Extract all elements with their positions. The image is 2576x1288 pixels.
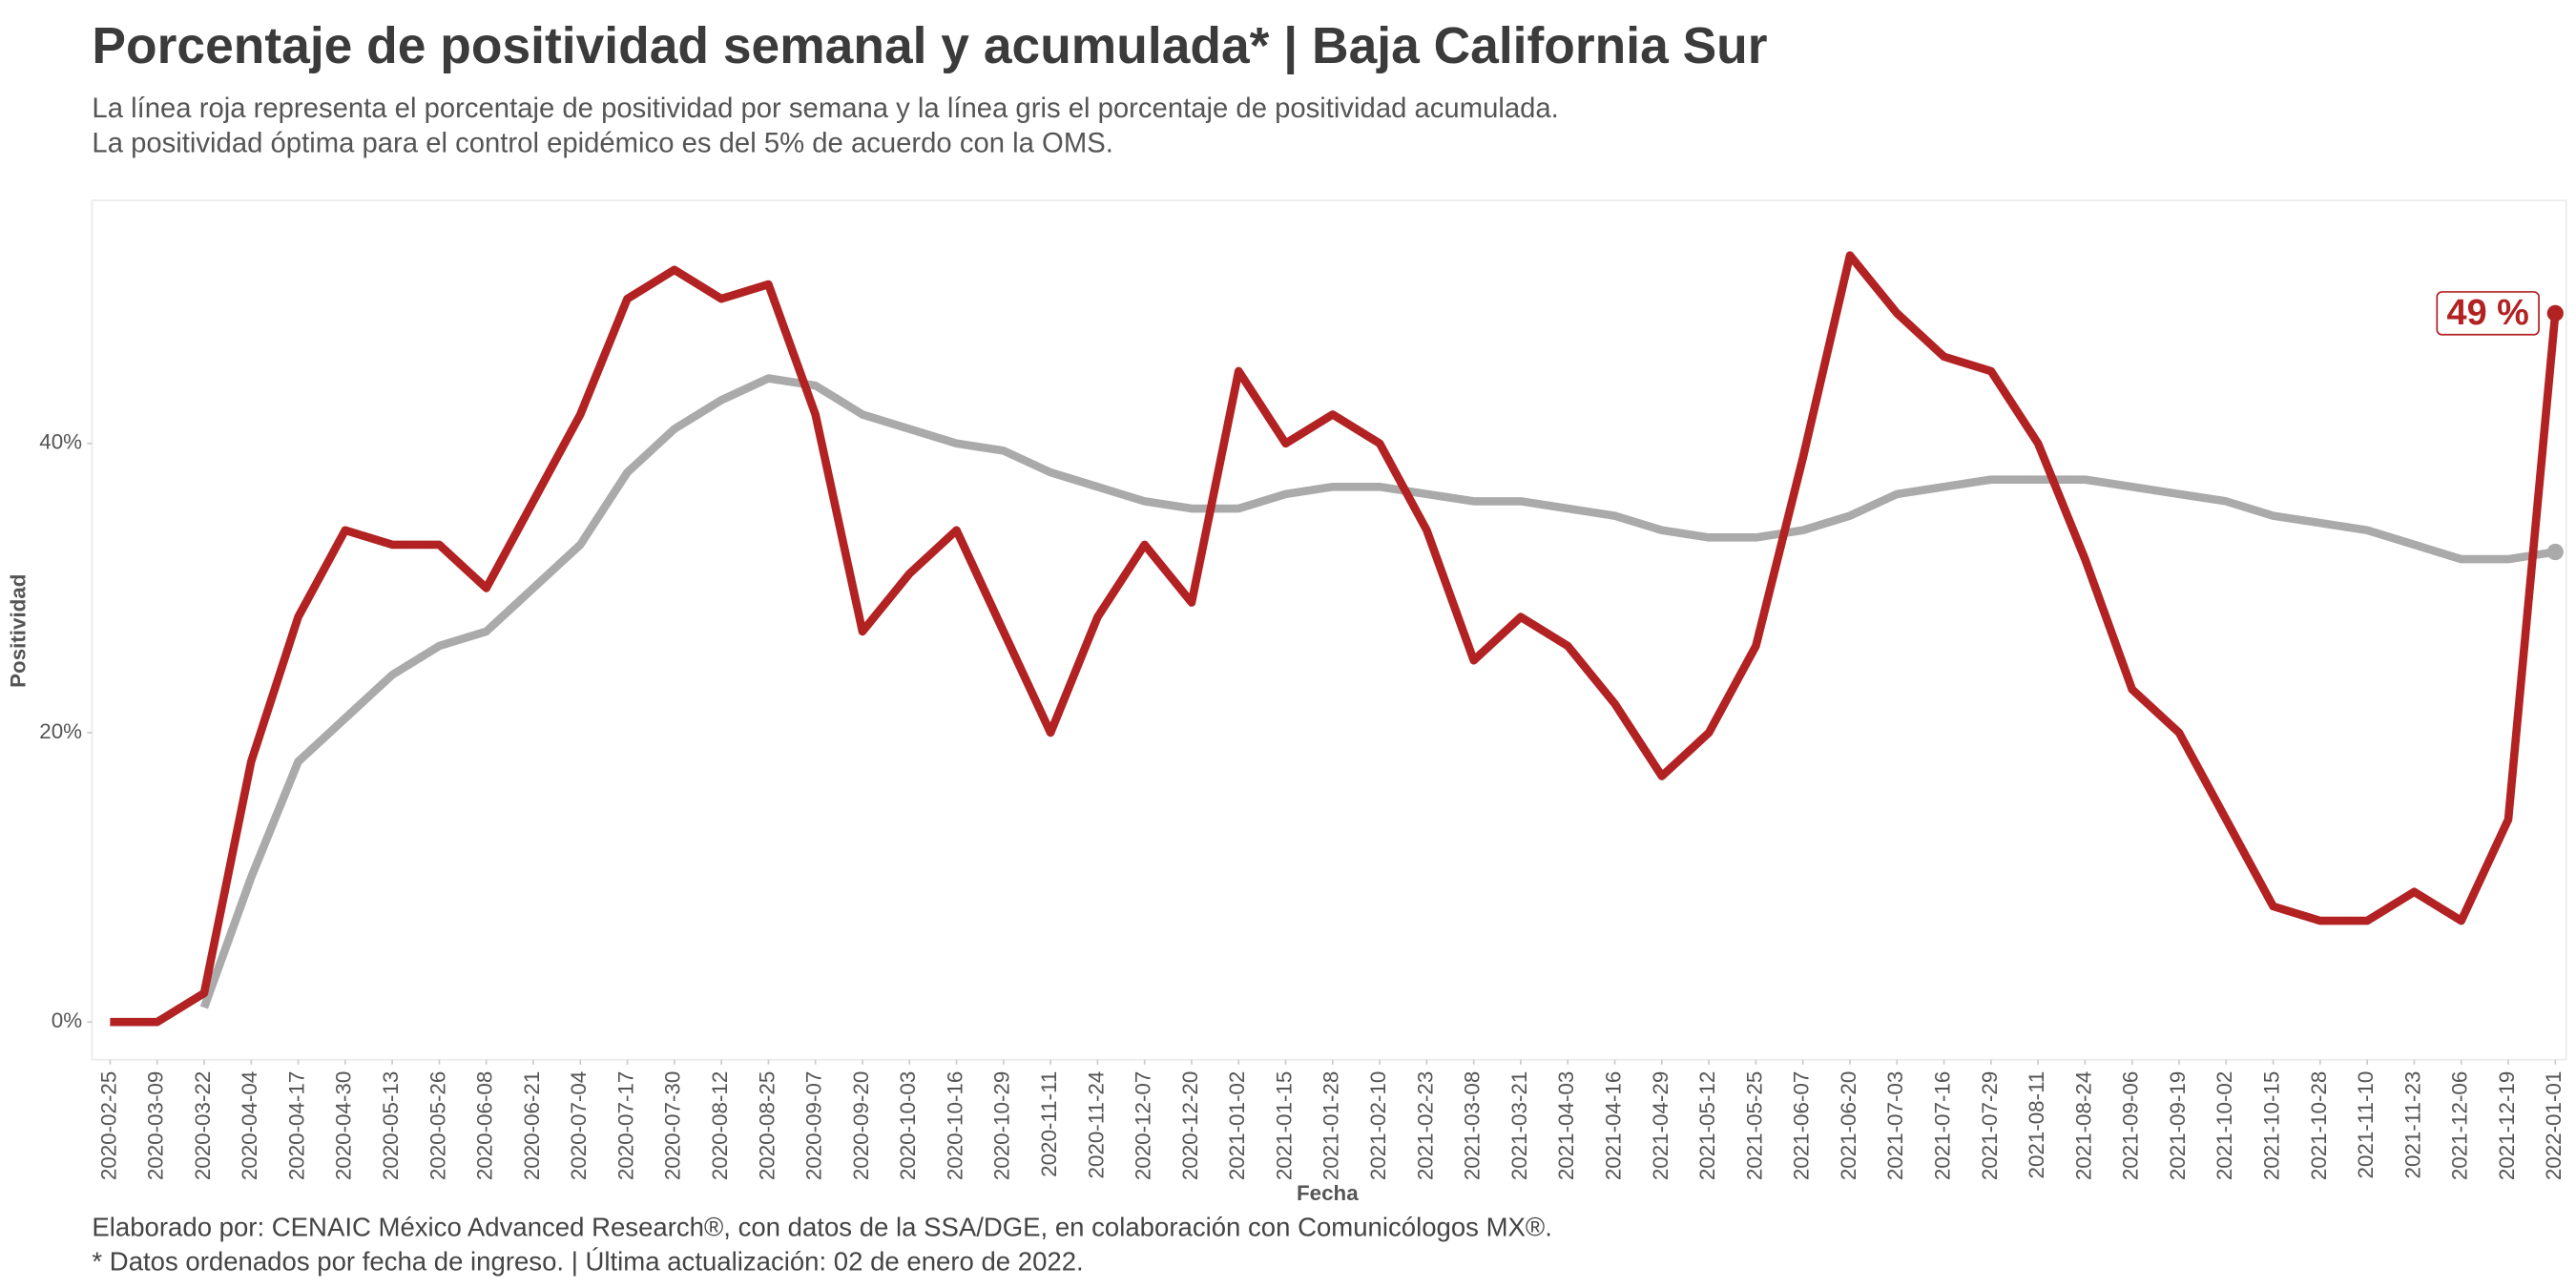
- x-tick-label: 2021-11-10: [2354, 1071, 2378, 1179]
- footer: Elaborado por: CENAIC México Advanced Re…: [92, 1212, 1551, 1241]
- x-tick-label: 2021-02-23: [1413, 1071, 1437, 1180]
- y-tick-label: 20%: [39, 719, 82, 743]
- x-tick-label: 2021-07-16: [1930, 1071, 1954, 1180]
- x-tick-label: 2021-12-19: [2495, 1071, 2519, 1180]
- plot-frame: [91, 199, 2567, 1061]
- x-tick-label: 2020-07-30: [661, 1071, 685, 1180]
- x-tick-label: 2021-10-02: [2212, 1071, 2236, 1180]
- x-axis-title: Fecha: [1297, 1181, 1359, 1205]
- x-tick-label: 2021-01-28: [1319, 1071, 1343, 1180]
- chart-title: Porcentaje de positividad semanal y acum…: [92, 18, 1767, 75]
- y-axis-title: Positividad: [7, 574, 31, 688]
- x-tick-label: 2021-01-15: [1272, 1071, 1296, 1180]
- x-tick-label: 2021-08-24: [2071, 1071, 2095, 1180]
- x-tick-label: 2020-09-07: [802, 1071, 826, 1180]
- subtitle: La positividad óptima para el control ep…: [92, 128, 1112, 158]
- x-tick-label: 2020-09-20: [849, 1071, 873, 1180]
- x-tick-label: 2020-07-17: [613, 1071, 637, 1180]
- line: [110, 251, 2560, 1027]
- x-tick-label: 2022-01-01: [2542, 1071, 2566, 1180]
- x-tick-label: 2021-01-02: [1225, 1071, 1249, 1180]
- subtitle: La línea roja representa el porcentaje d…: [92, 93, 1558, 124]
- x-tick-label: 2020-05-26: [426, 1071, 449, 1180]
- x-tick-label: 2020-05-13: [379, 1071, 403, 1180]
- y-tick-label: 0%: [52, 1008, 82, 1032]
- x-tick-label: 2020-12-07: [1132, 1071, 1155, 1180]
- x-tick-label: 2020-04-30: [332, 1071, 356, 1180]
- end-point: [2546, 543, 2564, 561]
- end-point: [2546, 304, 2564, 322]
- x-tick-label: 2020-10-16: [943, 1071, 966, 1180]
- x-tick-label: 2020-12-20: [1178, 1071, 1202, 1180]
- line: [199, 374, 2556, 1009]
- x-tick-label: 2020-10-03: [896, 1071, 920, 1180]
- x-tick-label: 2021-04-16: [1601, 1071, 1625, 1180]
- x-tick-label: 2021-05-12: [1695, 1071, 1719, 1180]
- x-tick-label: 2020-11-11: [1037, 1071, 1061, 1177]
- x-tick-label: 2021-09-19: [2166, 1071, 2190, 1180]
- x-tick-label: 2020-04-17: [284, 1071, 308, 1180]
- x-tick-label: 2020-11-24: [1084, 1071, 1108, 1179]
- x-tick-label: 2020-02-25: [96, 1071, 120, 1180]
- x-tick-label: 2020-06-21: [520, 1071, 544, 1180]
- x-tick-label: 2020-07-04: [567, 1071, 591, 1180]
- x-tick-label: 2021-04-03: [1554, 1071, 1578, 1180]
- x-tick-label: 2020-10-29: [990, 1071, 1014, 1180]
- x-tick-label: 2021-03-21: [1507, 1071, 1531, 1180]
- x-tick-label: 2020-03-22: [191, 1071, 215, 1180]
- x-tick-label: 2021-04-29: [1649, 1071, 1672, 1180]
- x-tick-label: 2021-07-29: [1978, 1071, 2002, 1180]
- x-tick-label: 2021-03-08: [1461, 1071, 1485, 1180]
- x-tick-label: 2021-05-25: [1742, 1071, 1766, 1180]
- x-tick-label: 2021-08-11: [2025, 1071, 2048, 1179]
- x-tick-label: 2021-07-03: [1883, 1071, 1907, 1180]
- x-tick-label: 2021-06-07: [1790, 1071, 1814, 1180]
- x-tick-label: 2020-04-04: [238, 1071, 261, 1180]
- footer: * Datos ordenados por fecha de ingreso. …: [92, 1246, 1083, 1276]
- x-tick-label: 2020-06-08: [473, 1071, 497, 1180]
- x-tick-label: 2021-10-28: [2307, 1071, 2331, 1180]
- x-tick-label: 2021-02-10: [1366, 1071, 1390, 1180]
- x-tick-label: 2020-08-12: [708, 1071, 732, 1180]
- x-tick-label: 2021-10-15: [2259, 1071, 2283, 1180]
- x-tick-label: 2021-11-23: [2400, 1071, 2424, 1179]
- value-label-box: [2436, 291, 2540, 336]
- y-tick-label: 40%: [39, 430, 82, 454]
- x-tick-label: 2021-12-06: [2448, 1071, 2472, 1180]
- x-tick-label: 2021-06-20: [1837, 1071, 1860, 1180]
- x-tick-label: 2020-08-25: [755, 1071, 779, 1180]
- x-tick-label: 2020-03-09: [144, 1071, 168, 1180]
- x-tick-label: 2021-09-06: [2119, 1071, 2143, 1180]
- value-label: 49 %: [2447, 293, 2529, 333]
